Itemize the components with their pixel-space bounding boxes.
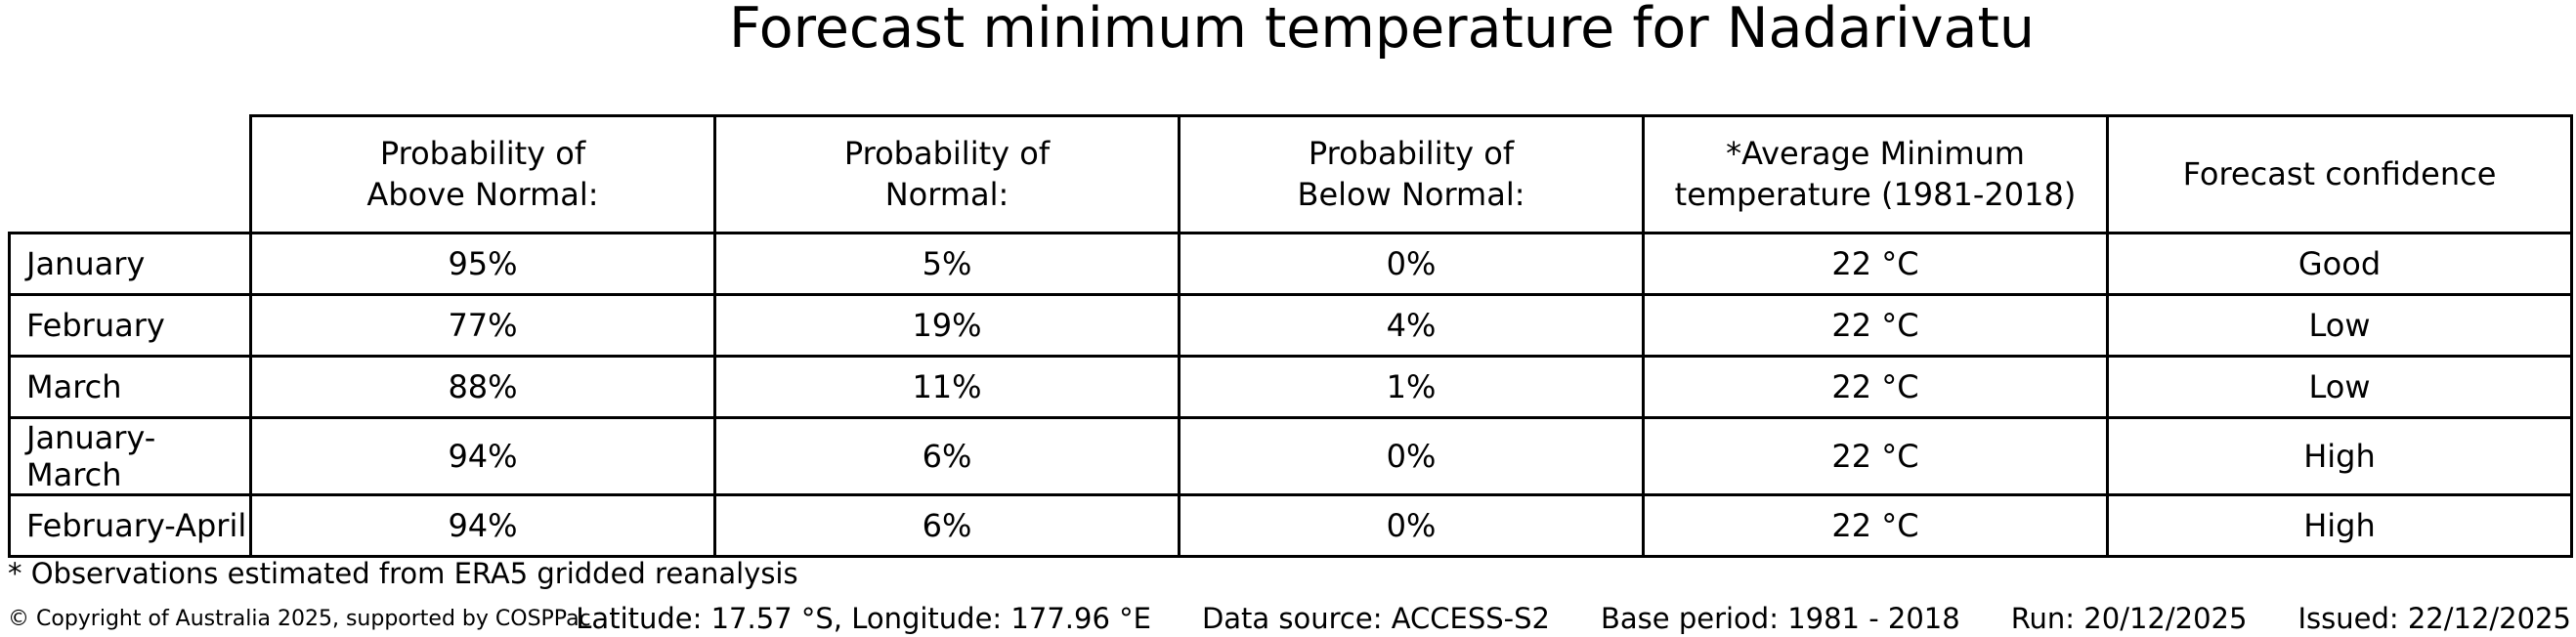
- footer-data-source: Data source: ACCESS-S2: [1201, 602, 1550, 635]
- cell-normal: 19%: [713, 293, 1181, 358]
- cell-confidence: Low: [2106, 355, 2573, 419]
- cell-above-normal: 88%: [249, 355, 716, 419]
- cell-average-minimum: 22 °C: [1642, 355, 2109, 419]
- col-header-average-minimum: *Average Minimum temperature (1981-2018): [1642, 114, 2109, 234]
- cell-confidence: Good: [2106, 232, 2573, 296]
- page-title: Forecast minimum temperature for Nadariv…: [729, 0, 2035, 61]
- table-row-february: February 77% 19% 4% 22 °C Low: [8, 293, 2573, 358]
- col-header-forecast-confidence: Forecast confidence: [2106, 114, 2573, 234]
- table-row-february-april: February-April 94% 6% 0% 22 °C High: [8, 493, 2573, 558]
- col-header-above-normal: Probability of Above Normal:: [249, 114, 716, 234]
- footnote-observations: * Observations estimated from ERA5 gridd…: [8, 557, 798, 590]
- footer-issued-date: Issued: 22/12/2025: [2297, 602, 2571, 635]
- cell-below-normal: 1%: [1178, 355, 1645, 419]
- cell-confidence: High: [2106, 416, 2573, 496]
- cell-above-normal: 95%: [249, 232, 716, 296]
- row-header: February-April: [8, 493, 252, 558]
- row-header: January: [8, 232, 252, 296]
- cell-normal: 6%: [713, 416, 1181, 496]
- cell-below-normal: 4%: [1178, 293, 1645, 358]
- row-header: January-March: [8, 416, 252, 496]
- table-row-march: March 88% 11% 1% 22 °C Low: [8, 355, 2573, 419]
- cell-below-normal: 0%: [1178, 493, 1645, 558]
- header-row: Probability of Above Normal: Probability…: [10, 114, 2573, 234]
- cell-above-normal: 94%: [249, 493, 716, 558]
- table-row-january-march: January-March 94% 6% 0% 22 °C High: [8, 416, 2573, 496]
- footer-run-date: Run: 20/12/2025: [2010, 602, 2248, 635]
- forecast-table: Probability of Above Normal: Probability…: [8, 114, 2573, 558]
- cell-below-normal: 0%: [1178, 232, 1645, 296]
- cell-average-minimum: 22 °C: [1642, 493, 2109, 558]
- col-header-below-normal: Probability of Below Normal:: [1178, 114, 1645, 234]
- cell-above-normal: 77%: [249, 293, 716, 358]
- col-header-normal: Probability of Normal:: [713, 114, 1181, 234]
- cell-normal: 5%: [713, 232, 1181, 296]
- cell-confidence: High: [2106, 493, 2573, 558]
- table-row-january: January 95% 5% 0% 22 °C Good: [8, 232, 2573, 296]
- footer-location: Latitude: 17.57 °S, Longitude: 177.96 °E: [576, 602, 1151, 635]
- footer-base-period: Base period: 1981 - 2018: [1600, 602, 1960, 635]
- cell-normal: 6%: [713, 493, 1181, 558]
- cell-average-minimum: 22 °C: [1642, 232, 2109, 296]
- row-header: February: [8, 293, 252, 358]
- copyright-text: © Copyright of Australia 2025, supported…: [8, 607, 591, 631]
- corner-cell: [10, 116, 251, 234]
- cell-above-normal: 94%: [249, 416, 716, 496]
- row-header: March: [8, 355, 252, 419]
- cell-normal: 11%: [713, 355, 1181, 419]
- footer-metadata: Latitude: 17.57 °S, Longitude: 177.96 °E…: [576, 602, 2571, 635]
- cell-confidence: Low: [2106, 293, 2573, 358]
- cell-average-minimum: 22 °C: [1642, 416, 2109, 496]
- cell-average-minimum: 22 °C: [1642, 293, 2109, 358]
- cell-below-normal: 0%: [1178, 416, 1645, 496]
